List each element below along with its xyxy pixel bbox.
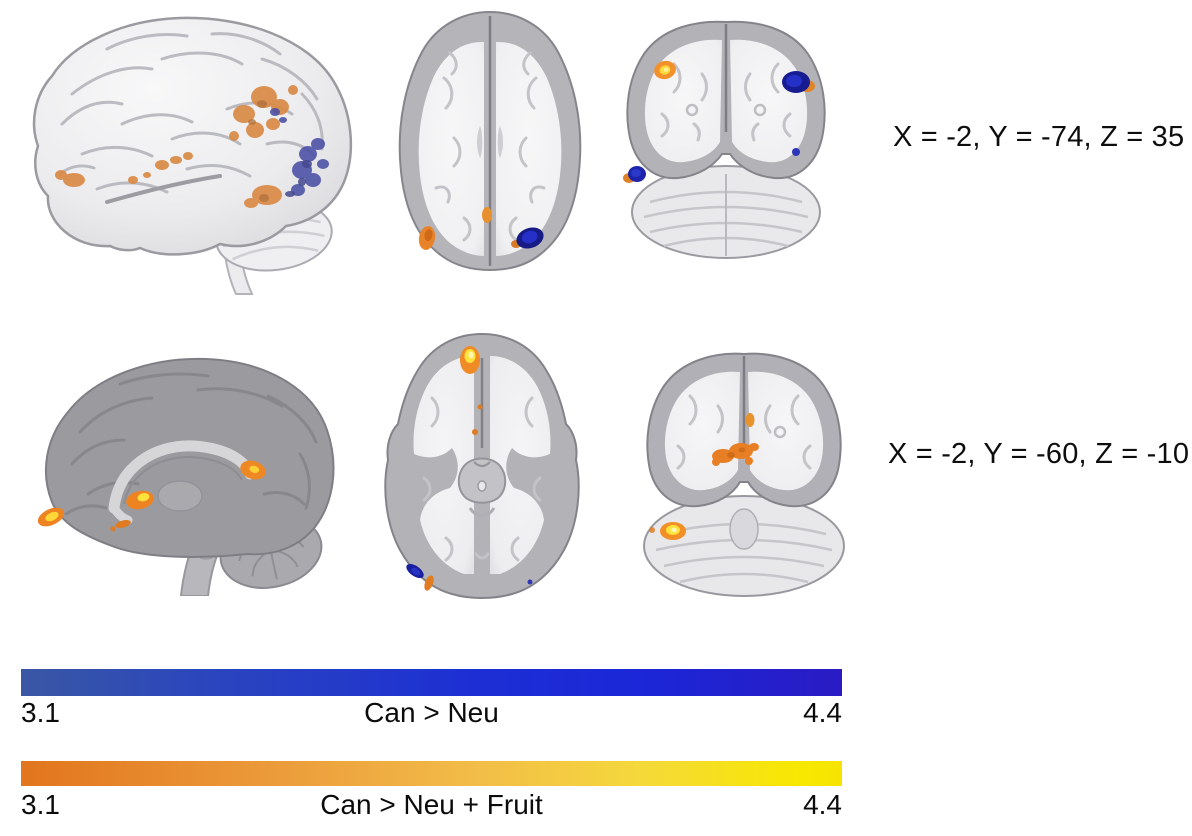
midbrain: [457, 457, 507, 517]
sulci-lines: [64, 372, 318, 516]
sulci-lines: [434, 51, 546, 242]
sylvian-fissure: [105, 174, 222, 204]
colorbar-can-gt-neu: [21, 669, 842, 696]
surface-render-left-lateral-svg: [32, 16, 353, 295]
coronal1-activations: [623, 60, 815, 183]
axial-slice-midbrain-svg: [384, 332, 580, 600]
colorbar-orange-min: 3.1: [21, 789, 60, 820]
coronal-slice-posterior-svg: [623, 20, 826, 259]
colorbar-blue-max: 4.4: [803, 697, 842, 728]
sulci-lines: [422, 396, 542, 562]
colorbar-blue-min: 3.1: [21, 697, 60, 728]
brain-surface-render: [12, 4, 374, 296]
sulci-lines: [660, 62, 792, 142]
positive-activation-surface: [55, 85, 298, 208]
axial1-activations: [418, 207, 544, 250]
negative-activation-surface: [270, 108, 329, 197]
sagittal-activations: [37, 460, 266, 532]
colorbar-orange-title: Can > Neu + Fruit: [320, 789, 543, 820]
colorbar-orange-max: 4.4: [803, 789, 842, 820]
cerebellum: [631, 165, 821, 259]
coronal-slice-row1: [610, 14, 842, 264]
sulci-lines: [676, 394, 812, 470]
sagittal-slice-midline-svg: [37, 357, 335, 596]
ventricles: [477, 126, 503, 158]
coordinates-label-row1: X = -2, Y = -74, Z = 35: [893, 121, 1185, 153]
axial-slice-superior-svg: [398, 10, 582, 272]
colorbar-can-gt-neu-labels: 3.1 Can > Neu 4.4: [21, 697, 842, 729]
colorbar-blue-title: Can > Neu: [364, 697, 499, 728]
thalamus: [157, 480, 203, 512]
coronal-slice-row2: [628, 344, 860, 602]
colorbar-can-gt-neu-fruit: [21, 761, 842, 786]
corpus-callosum: [108, 440, 256, 525]
axial-slice-row2: [376, 328, 588, 604]
coronal2-activations: [649, 413, 759, 540]
sagittal-slice-row2: [28, 344, 346, 596]
axial-slice-row1: [384, 8, 596, 272]
coordinates-label-row2: X = -2, Y = -60, Z = -10: [888, 438, 1190, 470]
cerebellum: [643, 495, 845, 597]
colorbar-can-gt-neu-fruit-labels: 3.1 Can > Neu + Fruit 4.4: [21, 789, 842, 821]
coronal-slice-cerebellar-svg: [643, 352, 845, 597]
axial2-activations: [406, 346, 533, 591]
